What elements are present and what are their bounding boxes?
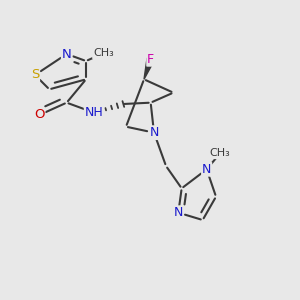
Text: N: N <box>62 47 71 61</box>
Text: N: N <box>174 206 183 219</box>
Text: N: N <box>202 163 211 176</box>
Text: N: N <box>149 126 159 139</box>
Text: F: F <box>147 53 154 66</box>
Text: S: S <box>31 68 39 82</box>
Text: O: O <box>34 109 45 122</box>
Polygon shape <box>144 58 154 79</box>
Text: CH₃: CH₃ <box>210 148 230 158</box>
Text: NH: NH <box>85 106 104 119</box>
Text: CH₃: CH₃ <box>93 48 114 58</box>
